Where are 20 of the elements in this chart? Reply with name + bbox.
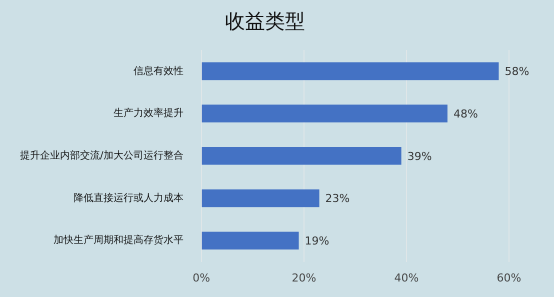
y-tick-label: 生产力效率提升 xyxy=(113,107,184,120)
y-tick-label: 信息有效性 xyxy=(133,64,184,77)
data-label: 58% xyxy=(504,65,530,78)
data-label: 23% xyxy=(325,192,350,206)
bar xyxy=(202,62,499,80)
y-tick-label: 降低直接运行或人力成本 xyxy=(73,192,184,204)
bar xyxy=(202,189,320,208)
data-label: 48% xyxy=(453,107,478,120)
y-tick-label: 加快生产周期和提高存货水平 xyxy=(53,234,184,246)
bar xyxy=(202,104,448,122)
y-tick-label: 提升企业内部交流/加大公司运行整合 xyxy=(20,149,184,162)
bar xyxy=(202,147,402,165)
x-tick-label: 0% xyxy=(192,271,210,284)
chart-title: 收益类型 xyxy=(224,8,306,35)
bar xyxy=(202,232,299,250)
x-tick-label: 40% xyxy=(394,271,419,284)
data-label: 19% xyxy=(304,234,330,248)
x-tick-label: 20% xyxy=(292,271,316,284)
x-tick-label: 60% xyxy=(496,271,522,284)
data-label: 39% xyxy=(407,150,432,163)
